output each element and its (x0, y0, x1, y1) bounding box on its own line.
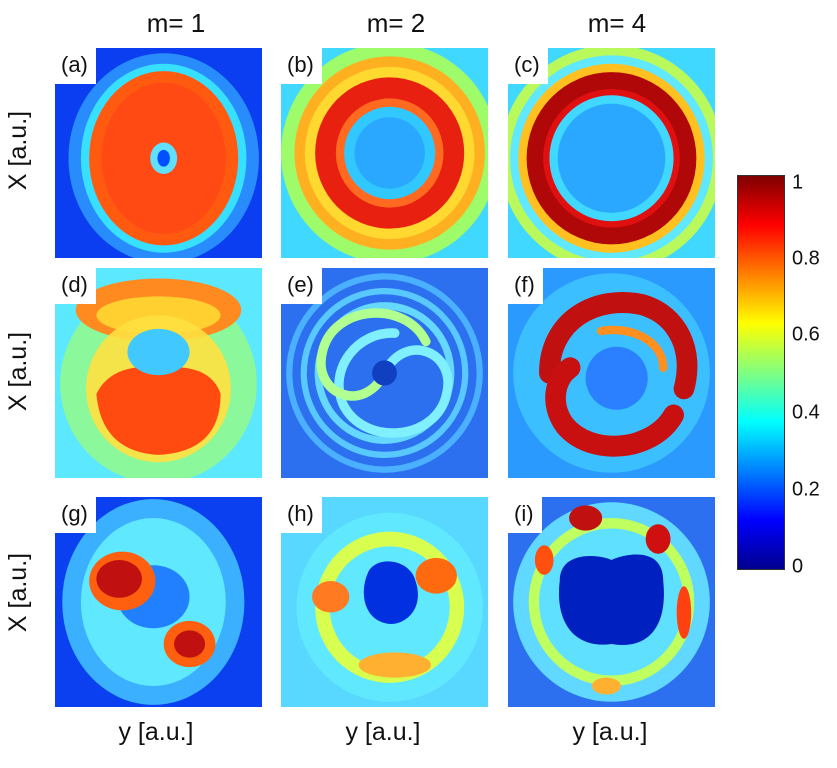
x-axis-label-col2: y [a.u.] (345, 718, 421, 746)
colorbar-tick: 0.4 (792, 401, 820, 424)
panel-b: (b) (281, 48, 488, 258)
column-title-m1: m= 1 (146, 8, 206, 38)
panel-label: (g) (55, 497, 96, 533)
column-title-m2: m= 2 (366, 8, 426, 38)
x-axis-label-col1: y [a.u.] (118, 718, 194, 746)
colorbar (737, 175, 785, 570)
y-axis-label-row1: X [a.u.] (4, 110, 33, 190)
panel-label: (d) (55, 268, 96, 304)
colorbar-tick: 0.8 (792, 247, 820, 270)
panel-d: (d) (55, 268, 262, 478)
panel-e: (e) (281, 268, 488, 478)
panel-f: (f) (508, 268, 715, 478)
panel-label: (f) (508, 268, 543, 304)
panel-label: (h) (281, 497, 322, 533)
panel-a: (a) (55, 48, 262, 258)
panel-label: (e) (281, 268, 322, 304)
panel-h: (h) (281, 497, 488, 707)
panel-label: (i) (508, 497, 542, 533)
y-axis-label-row3: X [a.u.] (4, 552, 33, 632)
panel-label: (a) (55, 48, 96, 84)
colorbar-tick: 0.2 (792, 478, 820, 501)
colorbar-tick: 0.6 (792, 323, 820, 346)
colorbar-tick: 0 (792, 555, 804, 578)
colorbar-tick: 1 (792, 171, 804, 194)
panel-label: (b) (281, 48, 322, 84)
panel-label: (c) (508, 48, 548, 84)
y-axis-label-row2: X [a.u.] (4, 331, 33, 411)
panel-i: (i) (508, 497, 715, 707)
x-axis-label-col3: y [a.u.] (572, 718, 648, 746)
panel-g: (g) (55, 497, 262, 707)
panel-c: (c) (508, 48, 715, 258)
column-title-m4: m= 4 (587, 8, 647, 38)
